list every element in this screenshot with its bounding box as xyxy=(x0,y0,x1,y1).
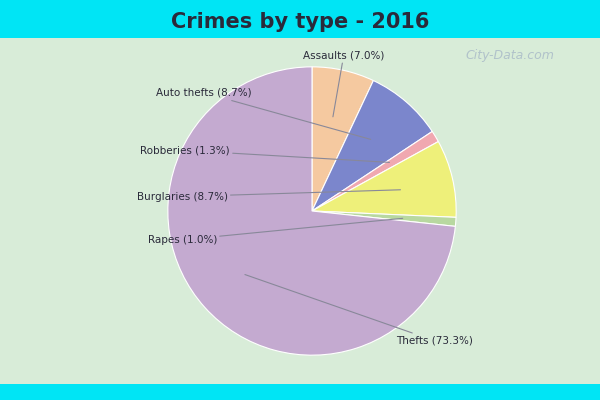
Text: Assaults (7.0%): Assaults (7.0%) xyxy=(303,50,385,117)
Wedge shape xyxy=(312,67,373,211)
Wedge shape xyxy=(312,132,439,211)
Text: City-Data.com: City-Data.com xyxy=(466,50,554,62)
Wedge shape xyxy=(168,67,455,355)
Wedge shape xyxy=(312,80,432,211)
Text: Rapes (1.0%): Rapes (1.0%) xyxy=(148,218,403,245)
Text: Thefts (73.3%): Thefts (73.3%) xyxy=(245,274,473,346)
Text: Burglaries (8.7%): Burglaries (8.7%) xyxy=(137,190,400,202)
Text: Robberies (1.3%): Robberies (1.3%) xyxy=(140,146,389,162)
Wedge shape xyxy=(312,142,456,217)
Text: Auto thefts (8.7%): Auto thefts (8.7%) xyxy=(156,88,371,139)
Text: Crimes by type - 2016: Crimes by type - 2016 xyxy=(171,12,429,32)
Wedge shape xyxy=(312,211,456,226)
